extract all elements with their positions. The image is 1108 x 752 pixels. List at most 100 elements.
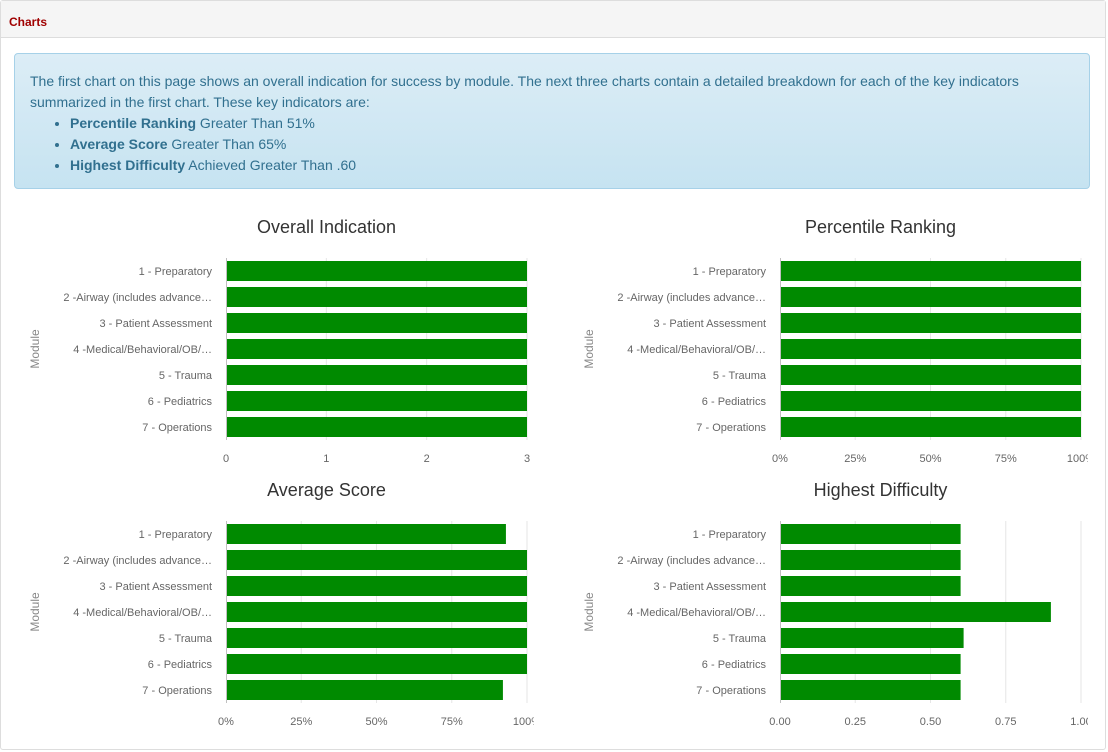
category-label: 6 - Pediatrics [148, 659, 213, 671]
bar-4 [227, 602, 527, 622]
tick-label: 2 [424, 453, 430, 465]
bar-7 [227, 680, 503, 700]
category-label: 3 - Patient Assessment [100, 581, 213, 593]
category-label: 4 -Medical/Behavioral/OB/… [73, 344, 212, 356]
panel-title: Charts [9, 15, 48, 29]
average-score-chart: Average Score 1 - Preparatory 2 -Airway (i… [24, 473, 534, 731]
category-label: 1 - Preparatory [693, 529, 767, 541]
indicator-name: Highest Difficulty [70, 157, 186, 173]
bar-2 [227, 550, 527, 570]
bar-7 [781, 417, 1081, 437]
category-label: 2 -Airway (includes advance… [617, 555, 766, 567]
category-label: 4 -Medical/Behavioral/OB/… [73, 607, 212, 619]
info-alert: The first chart on this page shows an ov… [14, 53, 1090, 189]
tick-label: 25% [844, 453, 866, 465]
category-label: 1 - Preparatory [693, 266, 767, 278]
y-axis-title: Module [582, 592, 596, 632]
bar-7 [227, 417, 527, 437]
tick-label: 75% [995, 453, 1017, 465]
chart-svg: Percentile Ranking 1 - Preparatory 2 -Airw… [582, 217, 1088, 465]
y-axis-title: Module [28, 592, 42, 632]
category-label: 2 -Airway (includes advance… [63, 555, 212, 567]
bar-4 [781, 339, 1081, 359]
category-label: 3 - Patient Assessment [100, 318, 213, 330]
category-label: 6 - Pediatrics [702, 659, 767, 671]
bar-6 [781, 391, 1081, 411]
indicator-list: Percentile Ranking Greater Than 51% Aver… [30, 113, 1074, 176]
indicator-item: Average Score Greater Than 65% [70, 134, 1074, 155]
bar-6 [227, 654, 527, 674]
category-label: 6 - Pediatrics [702, 396, 767, 408]
indicator-name: Percentile Ranking [70, 115, 197, 131]
category-label: 5 - Trauma [159, 633, 213, 645]
indicator-criteria: Greater Than 65% [167, 136, 287, 152]
tick-label: 1.00 [1070, 716, 1088, 728]
indicator-criteria: Achieved Greater Than .60 [185, 157, 357, 173]
chart-svg: Overall Indication 1 - Preparatory 2 -Airw… [28, 217, 530, 465]
bar-4 [781, 602, 1051, 622]
tick-label: 75% [441, 716, 463, 728]
category-label: 7 - Operations [142, 422, 212, 434]
indicator-name: Average Score [70, 136, 168, 152]
bar-6 [227, 391, 527, 411]
bar-1 [781, 261, 1081, 281]
bar-5 [781, 365, 1081, 385]
category-label: 4 -Medical/Behavioral/OB/… [627, 344, 766, 356]
tick-label: 0.75 [995, 716, 1016, 728]
bar-3 [227, 576, 527, 596]
bar-4 [227, 339, 527, 359]
bar-2 [781, 550, 961, 570]
tick-label: 100% [1067, 453, 1088, 465]
bar-2 [781, 287, 1081, 307]
tick-label: 0.50 [920, 716, 941, 728]
indicator-item: Percentile Ranking Greater Than 51% [70, 113, 1074, 134]
category-label: 2 -Airway (includes advance… [617, 292, 766, 304]
tick-label: 0 [223, 453, 229, 465]
tick-label: 3 [524, 453, 530, 465]
tick-label: 0% [772, 453, 788, 465]
tick-label: 25% [290, 716, 312, 728]
category-label: 7 - Operations [696, 685, 766, 697]
category-label: 6 - Pediatrics [148, 396, 213, 408]
bar-1 [781, 524, 961, 544]
category-label: 5 - Trauma [713, 370, 767, 382]
category-label: 3 - Patient Assessment [654, 318, 767, 330]
bar-3 [781, 313, 1081, 333]
category-label: 3 - Patient Assessment [654, 581, 767, 593]
category-label: 7 - Operations [142, 685, 212, 697]
bar-5 [227, 628, 527, 648]
category-label: 4 -Medical/Behavioral/OB/… [627, 607, 766, 619]
chart-title: Overall Indication [257, 217, 396, 237]
category-label: 2 -Airway (includes advance… [63, 292, 212, 304]
bar-6 [781, 654, 961, 674]
bar-1 [227, 524, 506, 544]
category-label: 1 - Preparatory [139, 529, 213, 541]
chart-title: Average Score [267, 480, 386, 500]
indicator-criteria: Greater Than 51% [196, 115, 315, 131]
indicator-item: Highest Difficulty Achieved Greater Than… [70, 155, 1074, 176]
category-label: 5 - Trauma [713, 633, 767, 645]
tick-label: 100% [513, 716, 534, 728]
bar-2 [227, 287, 527, 307]
y-axis-title: Module [582, 329, 596, 369]
bar-3 [227, 313, 527, 333]
percentile-ranking-chart: Percentile Ranking 1 - Preparatory 2 -Airw… [578, 210, 1088, 468]
category-label: 7 - Operations [696, 422, 766, 434]
chart-title: Highest Difficulty [814, 480, 948, 500]
y-axis-title: Module [28, 329, 42, 369]
bar-3 [781, 576, 961, 596]
overall-indication-chart: Overall Indication 1 - Preparatory 2 -Airw… [24, 210, 534, 468]
chart-svg: Highest Difficulty 1 - Preparatory 2 -Airw… [582, 480, 1088, 728]
tick-label: 0.00 [769, 716, 790, 728]
highest-difficulty-chart: Highest Difficulty 1 - Preparatory 2 -Airw… [578, 473, 1088, 731]
category-label: 5 - Trauma [159, 370, 213, 382]
chart-title: Percentile Ranking [805, 217, 956, 237]
tick-label: 50% [365, 716, 387, 728]
bar-7 [781, 680, 961, 700]
tick-label: 0% [218, 716, 234, 728]
panel-heading: Charts [1, 1, 1105, 38]
bar-5 [227, 365, 527, 385]
category-label: 1 - Preparatory [139, 266, 213, 278]
intro-text: The first chart on this page shows an ov… [30, 73, 1019, 110]
